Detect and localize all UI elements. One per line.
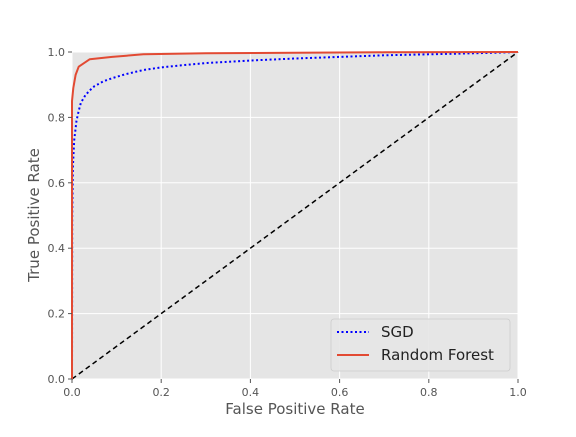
x-axis-label: False Positive Rate: [225, 400, 364, 418]
y-tick-label: 1.0: [48, 46, 66, 59]
grid: [71, 51, 519, 380]
x-tick-label: 0.6: [331, 386, 349, 399]
y-tick-label: 0.4: [48, 242, 66, 255]
x-tick-label: 0.0: [63, 386, 81, 399]
series-line-random-forest: [71, 51, 519, 379]
series-line-sgd: [71, 51, 519, 380]
y-tick-label: 0.6: [48, 177, 66, 190]
diagonal-reference-line: [71, 51, 519, 380]
x-tick-label: 0.4: [242, 386, 260, 399]
x-tick-label: 1.0: [509, 386, 527, 399]
series-layer: [71, 51, 519, 380]
legend-label-sgd: SGD: [381, 323, 414, 341]
legend: SGD Random Forest: [330, 318, 511, 372]
x-tick-label: 0.2: [152, 386, 170, 399]
y-tick-label: 0.2: [48, 308, 66, 321]
y-tick-label: 0.0: [48, 373, 66, 386]
legend-label-random-forest: Random Forest: [381, 346, 494, 364]
legend-box: [330, 318, 511, 372]
x-tick-label: 0.8: [420, 386, 438, 399]
y-axis-label: True Positive Rate: [25, 148, 43, 283]
y-tick-label: 0.8: [48, 111, 66, 124]
tick-labels: 0.0 0.2 0.4 0.6 0.8 1.0 0.0 0.2 0.4 0.6 0.8 1.0: [48, 46, 527, 399]
